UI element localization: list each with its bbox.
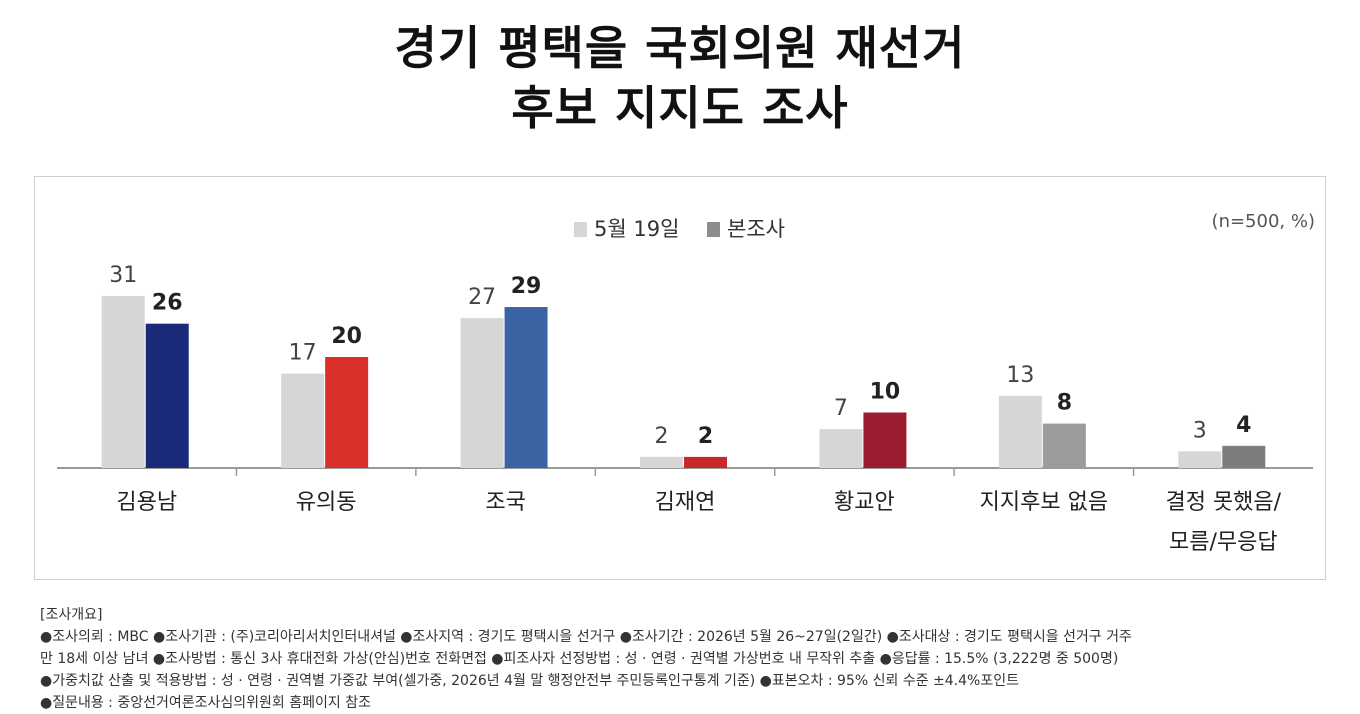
survey-notes-heading: [조사개요] xyxy=(40,607,103,623)
bar-current xyxy=(325,357,369,468)
bar-current xyxy=(145,323,189,468)
title-line-1: 경기 평택을 국회의원 재선거 xyxy=(394,21,966,75)
data-label-prev: 13 xyxy=(1006,363,1034,388)
legend-label-current: 본조사 xyxy=(727,217,785,241)
legend-swatch-prev xyxy=(574,222,587,237)
bar-current xyxy=(1222,445,1266,468)
data-label-prev: 27 xyxy=(468,285,496,310)
category-label: 김용남 xyxy=(116,490,177,515)
category-label: 황교안 xyxy=(834,490,895,515)
bar-prev xyxy=(640,456,683,468)
category-label: 조국 xyxy=(485,490,525,515)
data-label-prev: 2 xyxy=(655,424,669,449)
bar-current xyxy=(1042,423,1086,468)
survey-note-line: ●질문내용 : 중앙선거여론조사심의위원회 홈페이지 참조 xyxy=(40,695,371,711)
data-label-current: 20 xyxy=(331,324,362,349)
survey-notes: [조사개요] ●조사의뢰 : MBC ●조사기관 : (주)코리아리서치인터내셔… xyxy=(40,604,1330,714)
survey-note-line: ●가중치값 산출 및 적용방법 : 성 · 연령 · 권역별 가중값 부여(셀가… xyxy=(40,673,1019,689)
survey-note-line: 만 18세 이상 남녀 ●조사방법 : 통신 3사 휴대전화 가상(안심)번호 … xyxy=(40,651,1119,667)
category-label: 결정 못했음/ xyxy=(1165,490,1281,515)
category-label: 지지후보 없음 xyxy=(980,490,1108,515)
bar-prev xyxy=(460,318,504,468)
data-label-prev: 31 xyxy=(109,263,137,288)
data-label-prev: 17 xyxy=(289,341,317,366)
bar-prev xyxy=(998,395,1042,468)
data-label-prev: 7 xyxy=(834,396,848,421)
category-label: 모름/무응답 xyxy=(1169,530,1278,555)
data-label-current: 10 xyxy=(870,380,901,405)
sample-size-note: (n=500, %) xyxy=(1212,211,1315,232)
data-label-current: 29 xyxy=(511,274,542,299)
title-line-2: 후보 지지도 조사 xyxy=(511,81,849,135)
category-label: 유의동 xyxy=(296,490,357,515)
bar-current xyxy=(504,307,548,468)
bar-prev xyxy=(281,373,325,468)
bar-current xyxy=(863,412,907,468)
survey-note-line: ●조사의뢰 : MBC ●조사기관 : (주)코리아리서치인터내셔널 ●조사지역… xyxy=(40,629,1132,645)
chart-panel: 5월 19일 본조사 (n=500, %) 31 26 김용남 17 20 유의동 27 29 조국 2… xyxy=(34,176,1326,580)
legend-label-prev: 5월 19일 xyxy=(594,217,679,241)
bar-prev xyxy=(101,295,145,468)
bar-prev xyxy=(1178,451,1222,468)
data-label-current: 2 xyxy=(698,424,713,449)
data-label-prev: 3 xyxy=(1193,418,1207,443)
legend-swatch-current xyxy=(707,222,720,237)
category-label: 김재연 xyxy=(655,490,716,515)
data-label-current: 26 xyxy=(152,291,183,316)
page-title: 경기 평택을 국회의원 재선거 후보 지지도 조사 xyxy=(0,18,1360,138)
data-label-current: 8 xyxy=(1057,391,1072,416)
data-label-current: 4 xyxy=(1236,413,1251,438)
bar-prev xyxy=(819,429,863,468)
bar-current xyxy=(684,456,727,468)
